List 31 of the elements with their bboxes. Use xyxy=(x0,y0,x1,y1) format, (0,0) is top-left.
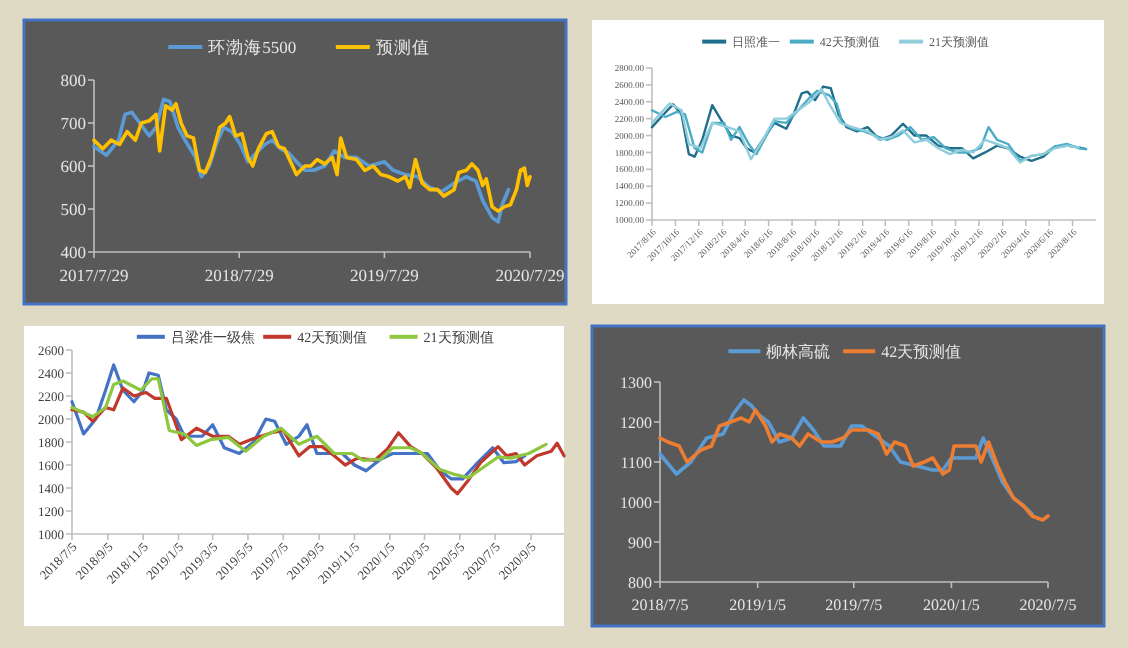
y-tick-label: 1100 xyxy=(620,453,652,472)
line-series xyxy=(70,377,548,480)
y-tick-label: 900 xyxy=(628,533,652,552)
line-series xyxy=(70,363,527,481)
y-tick-label: 700 xyxy=(60,112,86,133)
line-series xyxy=(658,398,1034,516)
x-tick-label: 2017/7/29 xyxy=(59,265,129,285)
x-tick-label: 2020/7/29 xyxy=(495,265,565,285)
x-tick-label: 2019/7/29 xyxy=(349,265,419,285)
x-tick-label: 2019/1/5 xyxy=(729,596,787,614)
line-series xyxy=(92,97,511,224)
y-tick-label: 800 xyxy=(628,573,652,592)
line-series xyxy=(658,408,1050,522)
x-tick-label: 2019/7/5 xyxy=(825,596,883,614)
x-tick-label: 2020/7/5 xyxy=(1019,596,1077,614)
y-tick-label: 500 xyxy=(60,198,86,219)
x-tick-label: 2018/7/5 xyxy=(631,596,689,614)
legend-label: 环渤海5500 xyxy=(208,36,297,57)
y-tick-label: 600 xyxy=(60,155,86,176)
legend-label: 42天预测值 xyxy=(881,342,962,361)
line-series xyxy=(92,101,532,213)
y-tick-label: 400 xyxy=(60,241,86,262)
y-tick-label: 1200 xyxy=(620,413,652,432)
x-tick-label: 2020/1/5 xyxy=(922,596,980,614)
legend-label: 柳林高硫 xyxy=(766,342,831,361)
y-tick-label: 1300 xyxy=(620,373,652,392)
y-tick-label: 800 xyxy=(60,69,86,90)
legend-label: 预测值 xyxy=(375,36,430,57)
line-series xyxy=(70,386,566,496)
x-tick-label: 2018/7/29 xyxy=(204,265,274,285)
y-tick-label: 1000 xyxy=(620,493,652,512)
